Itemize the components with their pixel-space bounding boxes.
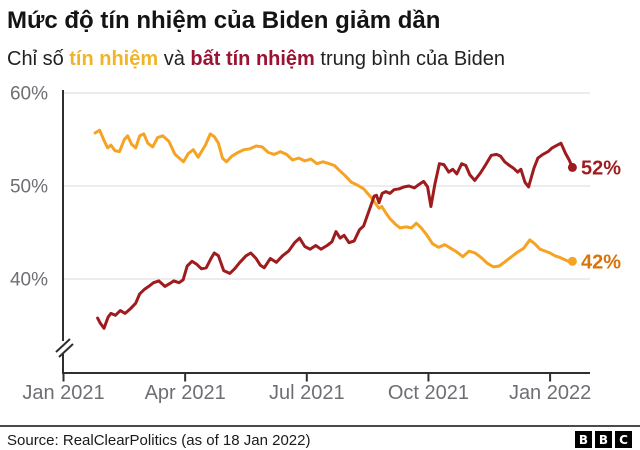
bbc-logo: B B C xyxy=(575,431,632,448)
bbc-logo-block-b1: B xyxy=(575,431,592,448)
x-axis-label-oct-2021: Oct 2021 xyxy=(388,382,469,404)
bbc-logo-letter: B xyxy=(578,432,589,447)
series-end-label-disapproval: 52% xyxy=(581,157,621,179)
source-caption: Source: RealClearPolitics (as of 18 Jan … xyxy=(7,432,311,449)
footer-bar: Source: RealClearPolitics (as of 18 Jan … xyxy=(0,425,640,450)
y-axis-label-60: 60% xyxy=(10,84,48,105)
series-line-approval xyxy=(93,128,574,269)
x-axis-label-jan-2022: Jan 2022 xyxy=(509,382,591,404)
bbc-logo-block-c: C xyxy=(615,431,632,448)
x-axis-label-apr-2021: Apr 2021 xyxy=(145,382,226,404)
chart-subtitle: Chỉ số tín nhiệm và bất tín nhiệm trung … xyxy=(7,44,632,74)
subtitle-prefix: Chỉ số xyxy=(7,48,70,70)
x-axis-label-jul-2021: Jul 2021 xyxy=(269,382,345,404)
series-end-dot-disapproval xyxy=(567,162,577,172)
subtitle-keyword-disapproval: bất tín nhiệm xyxy=(190,48,315,70)
series-line-disapproval xyxy=(96,141,574,330)
subtitle-suffix: trung bình của Biden xyxy=(314,48,505,70)
x-axis-label-jan-2021: Jan 2021 xyxy=(22,382,104,404)
y-axis-label-50: 50% xyxy=(10,177,48,198)
bbc-logo-letter: C xyxy=(619,432,628,447)
bbc-logo-letter: B xyxy=(598,432,609,447)
series-end-label-approval: 42% xyxy=(581,251,621,273)
subtitle-middle: và xyxy=(158,48,191,70)
axis-break-slash-1 xyxy=(55,338,71,353)
bbc-logo-block-b2: B xyxy=(595,431,612,448)
subtitle-keyword-approval: tín nhiệm xyxy=(69,48,159,70)
axis-break-slash-2 xyxy=(58,343,74,358)
page-title: Mức độ tín nhiệm của Biden giảm dần xyxy=(7,7,441,34)
y-axis-label-40: 40% xyxy=(10,270,48,291)
series-end-dot-approval xyxy=(567,256,577,266)
